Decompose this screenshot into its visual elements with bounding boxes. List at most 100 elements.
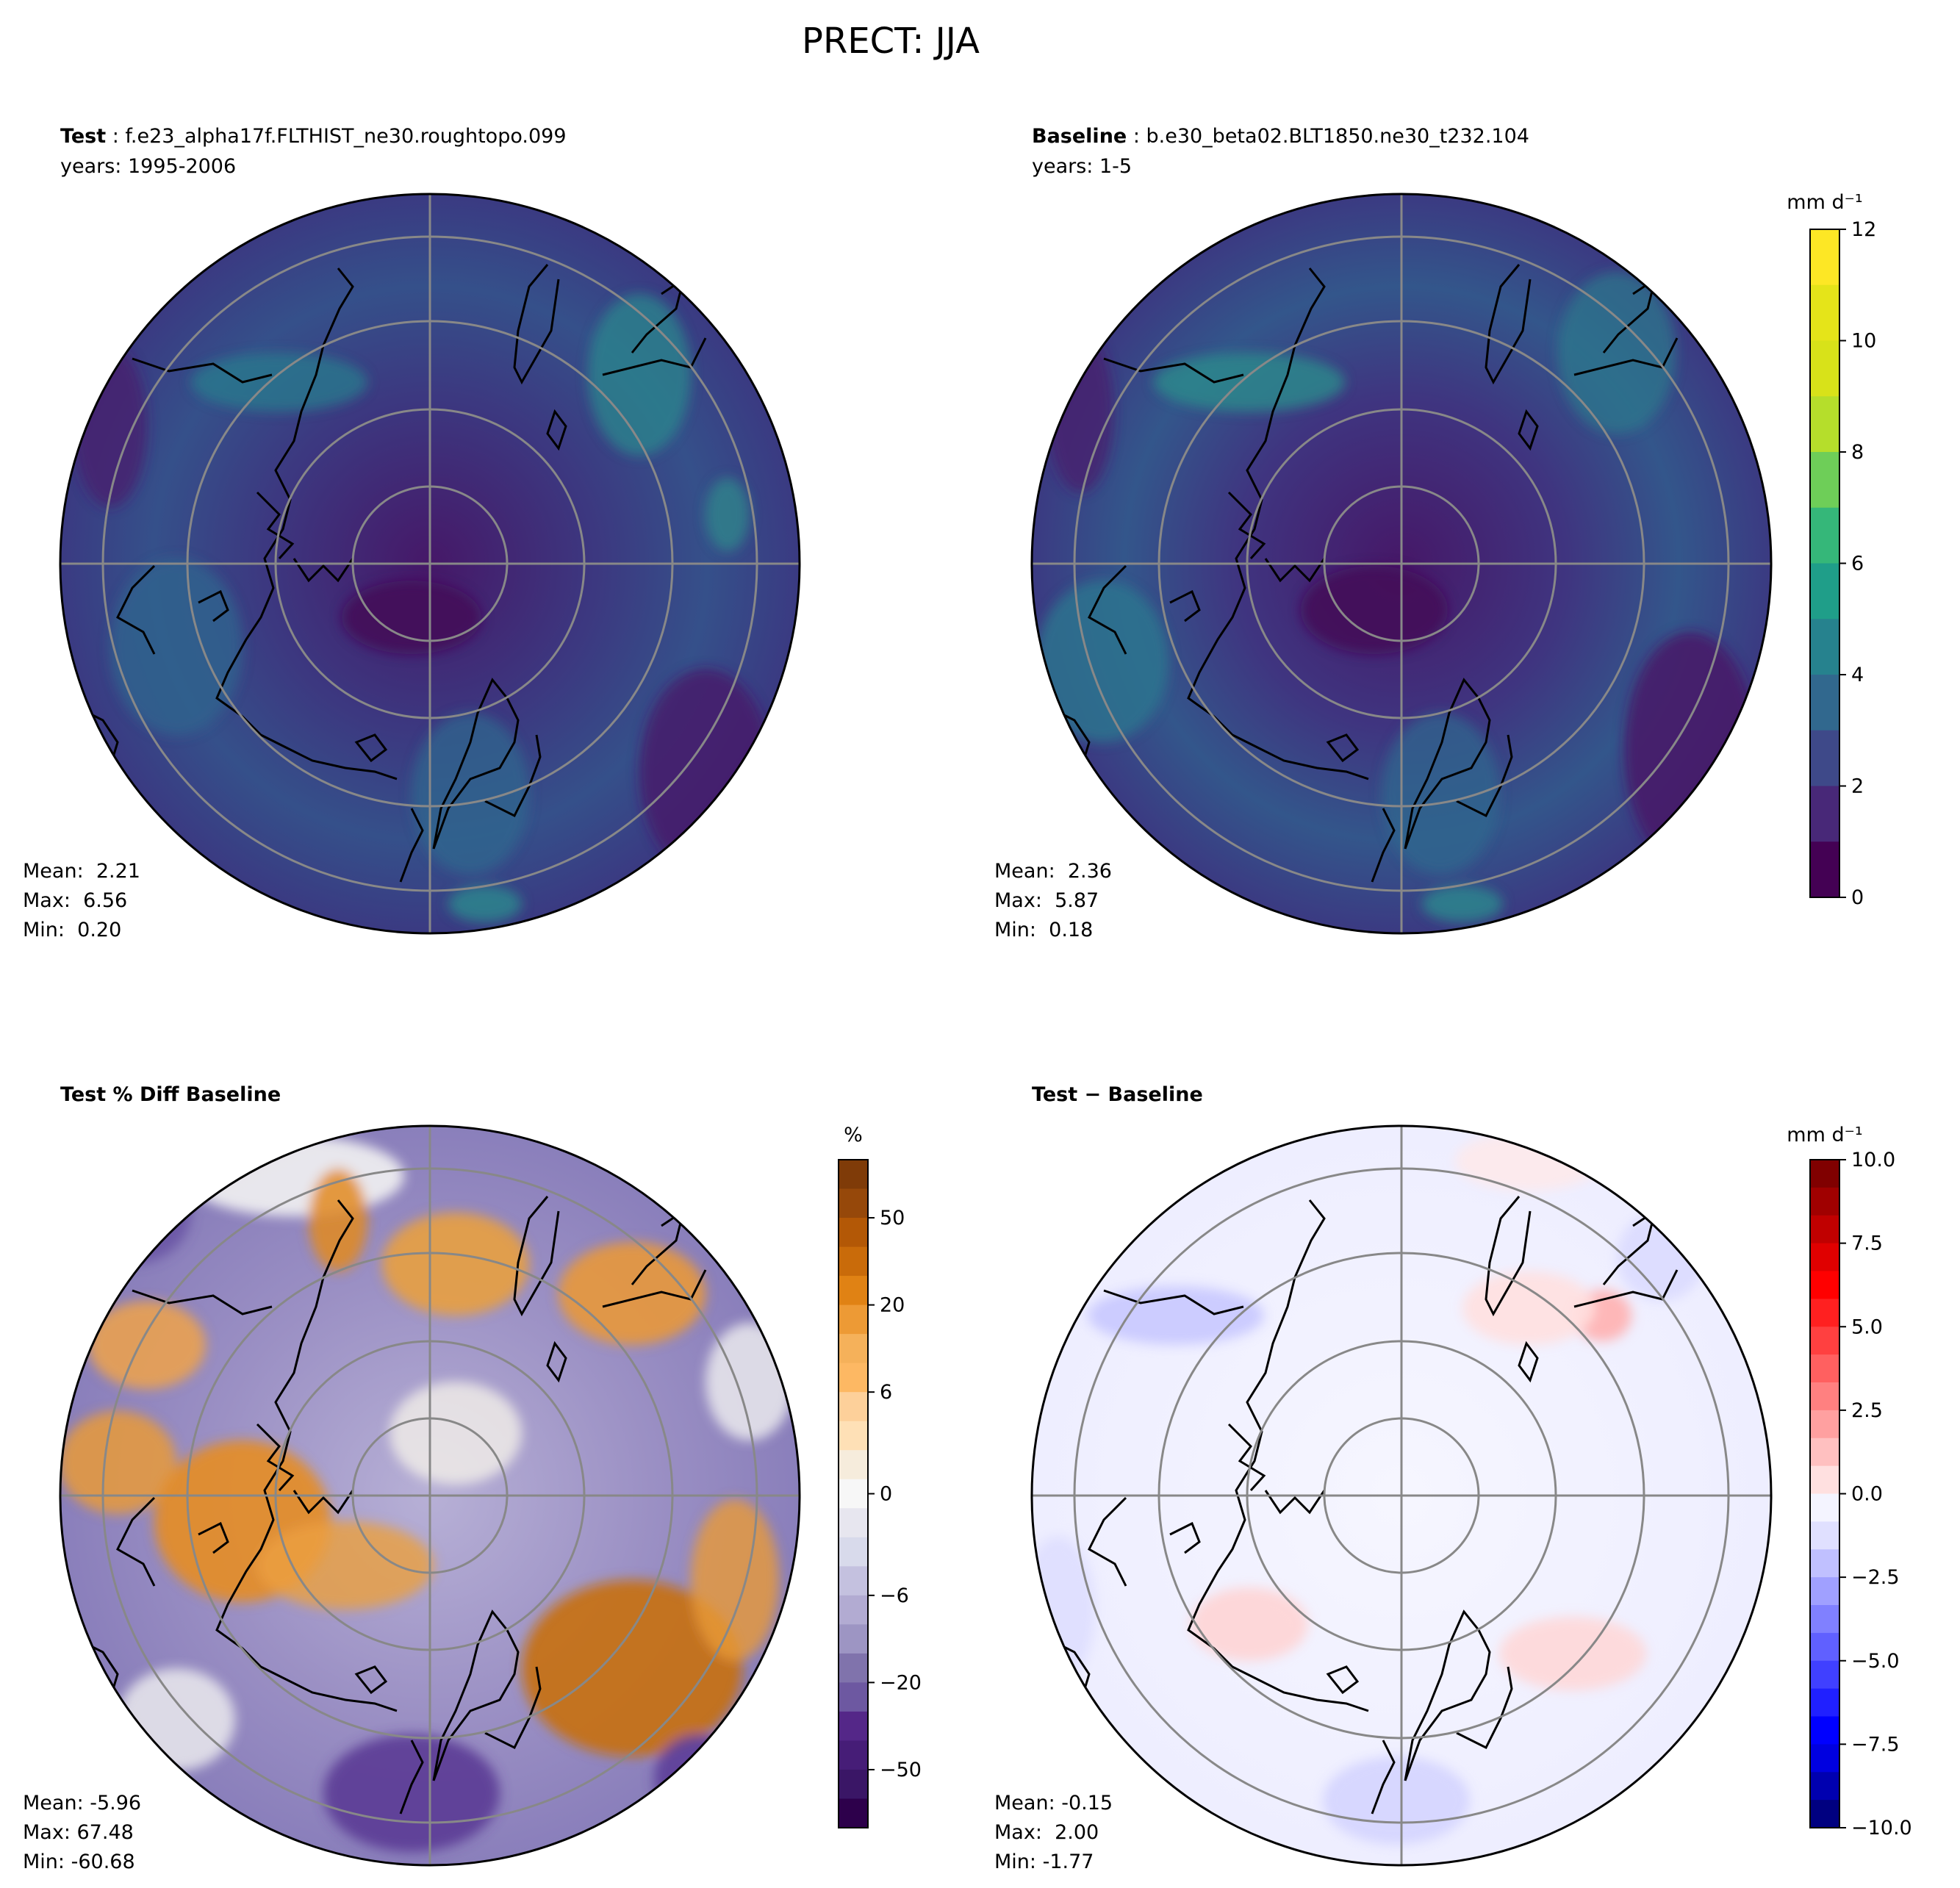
colorbar-band [1810, 1410, 1839, 1439]
test-label-bold: Test [60, 125, 106, 148]
colorbar-band [1810, 1800, 1839, 1828]
colorbar-band [1810, 1549, 1839, 1578]
colorbar-diff-ticks: 10.0 7.5 5.0 2.5 0.0 −2.5 −5.0 −7.5 −10.0 [1839, 1149, 1912, 1839]
colorbar-band [839, 1624, 868, 1654]
baseline-stats: Mean: 2.36 Max: 5.87 Min: 0.18 [994, 860, 1112, 941]
colorbar-diff: mm d⁻¹ 10.0 7.5 5.0 2.5 0.0 −2.5 −5.0 −7.5 −10.0 [1787, 1124, 1911, 1839]
colorbar-tick-label: 2.5 [1851, 1399, 1883, 1422]
colorbar-band [1810, 563, 1839, 620]
colorbar-precip-unit: mm d⁻¹ [1787, 191, 1862, 214]
colorbar-band [1810, 786, 1839, 842]
test-map [59, 193, 801, 935]
colorbar-band [839, 1798, 868, 1828]
figure-title: PRECT: JJA [802, 21, 980, 62]
colorbar-band [1810, 1215, 1839, 1244]
colorbar-band [1810, 1716, 1839, 1745]
colorbar-band [1810, 1299, 1839, 1327]
colorbar-band [839, 1566, 868, 1596]
colorbar-band [1810, 229, 1839, 286]
diff-map-boundary [1030, 1124, 1773, 1867]
colorbar-band [1810, 1688, 1839, 1717]
colorbar-tick-label: 2 [1851, 775, 1864, 798]
colorbar-tick-label: 0.0 [1851, 1483, 1883, 1506]
test-map-features [73, 294, 772, 922]
colorbar-band [1810, 396, 1839, 453]
colorbar-tick-label: 8 [1851, 441, 1864, 464]
colorbar-band [839, 1595, 868, 1625]
diff-map-gridlines [1032, 1126, 1771, 1865]
baseline-panel-header: Baseline : b.e30_beta02.BLT1850.ne30_t23… [1032, 125, 1529, 148]
colorbar-band [839, 1218, 868, 1248]
test-stat-mean: Mean: 2.21 [23, 860, 140, 883]
colorbar-band [839, 1740, 868, 1770]
test-stat-min: Min: 0.20 [23, 919, 121, 941]
colorbar-band [1810, 507, 1839, 564]
diff-map-coastlines [1044, 1196, 1679, 1815]
colorbar-tick-label: 10 [1851, 330, 1876, 353]
colorbar-tick-label: −6 [880, 1584, 909, 1607]
colorbar-band [1810, 1605, 1839, 1634]
baseline-stat-max: Max: 5.87 [994, 889, 1099, 912]
colorbar-band [839, 1537, 868, 1567]
colorbar-band [1810, 1632, 1839, 1662]
colorbar-tick-label: −50 [880, 1759, 922, 1781]
colorbar-band [839, 1188, 868, 1218]
colorbar-band [839, 1769, 868, 1800]
colorbar-band [839, 1711, 868, 1742]
colorbar-band [839, 1653, 868, 1683]
colorbar-diff-unit: mm d⁻¹ [1787, 1124, 1862, 1146]
colorbar-band [1810, 1271, 1839, 1299]
colorbar-band [839, 1334, 868, 1364]
baseline-label-case: : b.e30_beta02.BLT1850.ne30_t232.104 [1127, 125, 1529, 148]
pctdiff-stat-mean: Mean: -5.96 [23, 1792, 141, 1815]
colorbar-band [1810, 284, 1839, 342]
colorbar-band [1810, 1160, 1839, 1188]
colorbar-band [1810, 1382, 1839, 1411]
colorbar-band [1810, 730, 1839, 787]
baseline-map-boundary [1030, 193, 1773, 935]
colorbar-band [1810, 1327, 1839, 1355]
colorbar-band [1810, 1744, 1839, 1773]
pctdiff-stat-min: Min: -60.68 [23, 1851, 135, 1873]
colorbar-precip-ticks: 0 2 4 6 8 10 12 [1839, 218, 1876, 909]
colorbar-tick-label: −20 [880, 1671, 922, 1694]
colorbar-tick-label: −7.5 [1851, 1733, 1900, 1756]
colorbar-pct-ticks: 50 20 6 0 −6 −20 −50 [868, 1207, 922, 1781]
baseline-stat-min: Min: 0.18 [994, 919, 1093, 941]
colorbar-pct: % 50 20 6 0 −6 −20 −50 [838, 1124, 922, 1828]
colorbar-band [1810, 1772, 1839, 1801]
colorbar-pct-bands [839, 1160, 868, 1828]
colorbar-band [1810, 1354, 1839, 1383]
colorbar-band [1810, 675, 1839, 731]
colorbar-precip-bands [1810, 229, 1839, 898]
colorbar-tick-label: 6 [1851, 553, 1864, 575]
colorbar-tick-label: −2.5 [1851, 1566, 1900, 1589]
diff-stats: Mean: -0.15 Max: 2.00 Min: -1.77 [994, 1792, 1113, 1873]
pctdiff-panel-header: Test % Diff Baseline [60, 1083, 281, 1106]
pctdiff-stat-max: Max: 67.48 [23, 1821, 134, 1844]
colorbar-band [839, 1450, 868, 1480]
colorbar-band [1810, 1577, 1839, 1606]
test-stat-max: Max: 6.56 [23, 889, 127, 912]
colorbar-tick-label: 7.5 [1851, 1232, 1883, 1255]
test-years: years: 1995-2006 [60, 155, 236, 178]
baseline-years: years: 1-5 [1032, 155, 1132, 178]
diff-map [1030, 1124, 1773, 1867]
baseline-map-gridlines [1032, 194, 1771, 933]
colorbar-band [839, 1421, 868, 1451]
colorbar-band [1810, 1437, 1839, 1467]
colorbar-band [1810, 1493, 1839, 1522]
colorbar-tick-label: 0 [1851, 886, 1864, 909]
colorbar-band [839, 1246, 868, 1277]
test-map-boundary [59, 193, 801, 935]
colorbar-tick-label: 10.0 [1851, 1149, 1895, 1171]
colorbar-band [1810, 1243, 1839, 1272]
colorbar-band [1810, 619, 1839, 675]
test-stats: Mean: 2.21 Max: 6.56 Min: 0.20 [23, 860, 140, 941]
colorbar-tick-label: 0 [880, 1483, 892, 1506]
colorbar-band [1810, 1521, 1839, 1550]
diff-stat-max: Max: 2.00 [994, 1821, 1099, 1844]
diff-stat-min: Min: -1.77 [994, 1851, 1094, 1873]
baseline-map [1030, 193, 1773, 935]
